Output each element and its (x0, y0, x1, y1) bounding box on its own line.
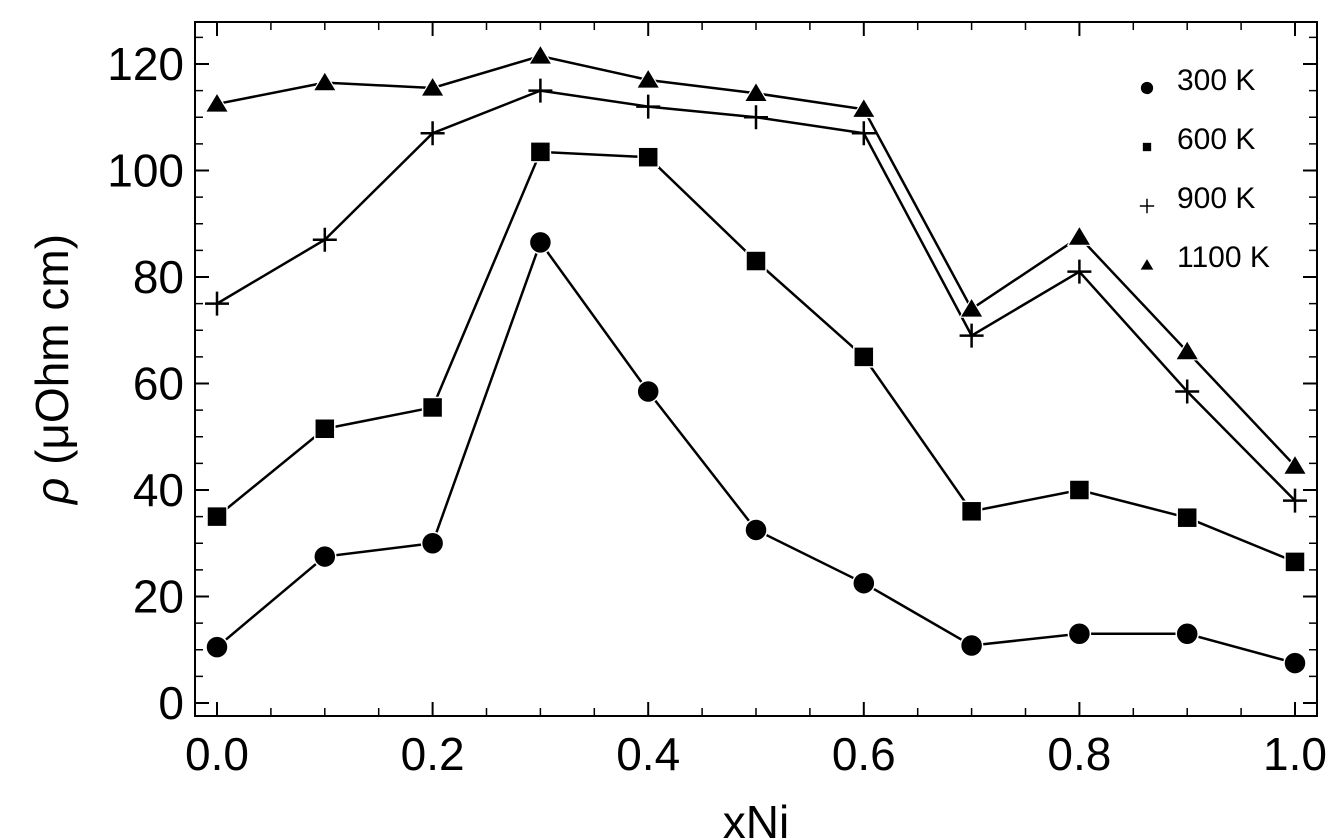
data-point (1175, 622, 1199, 646)
legend-marker-square (1142, 142, 1152, 152)
data-point (959, 633, 984, 658)
data-point (744, 518, 768, 542)
tick-labels: 0.0 0.2 0.4 0.6 0.8 1.0 0 20 40 60 80 100 120 (107, 38, 1327, 780)
data-point (1284, 551, 1306, 573)
data-point (1068, 479, 1091, 501)
legend-label: 300 K (1177, 64, 1255, 97)
data-point (635, 67, 661, 89)
data-point (852, 571, 876, 595)
data-point (1066, 224, 1093, 246)
y-tick-label: 0 (158, 677, 184, 729)
x-tick-label: 0.8 (1047, 728, 1111, 780)
x-tick-label: 0.6 (832, 728, 896, 780)
data-point (312, 70, 338, 92)
data-point (420, 531, 445, 555)
data-point (313, 544, 337, 569)
y-tick-label: 120 (107, 38, 184, 90)
data-point (1067, 622, 1092, 646)
y-axis-title-symbol: ρ (26, 478, 78, 506)
data-point (527, 43, 554, 65)
y-axis-title: ρ (μOhm cm) (26, 234, 78, 506)
data-point (205, 635, 229, 659)
x-tick-label: 0.0 (185, 728, 249, 780)
data-point (205, 291, 229, 316)
series-layer (204, 43, 1308, 675)
data-point (637, 146, 659, 168)
data-point (1176, 506, 1198, 529)
data-point (744, 105, 768, 130)
y-tick-label: 20 (133, 571, 184, 623)
data-point (420, 121, 445, 146)
data-point (1067, 259, 1092, 284)
series-plus (205, 78, 1307, 513)
data-point (959, 323, 984, 348)
legend: 300 K 600 K 900 K 1100 K (1139, 64, 1270, 274)
y-tick-label: 100 (107, 145, 184, 197)
data-point (312, 227, 337, 252)
legend-label: 1100 K (1177, 241, 1270, 274)
y-tick-label: 60 (133, 358, 184, 410)
data-point (421, 396, 444, 419)
x-axis-title: xNi (723, 796, 789, 840)
data-point (314, 418, 336, 440)
x-tick-label: 1.0 (1263, 728, 1327, 780)
series-circle (205, 230, 1307, 675)
data-point (1283, 488, 1307, 513)
data-point (1174, 339, 1200, 361)
series-square (206, 141, 1306, 573)
data-point (528, 230, 553, 255)
data-point (528, 78, 553, 103)
series-line (216, 150, 1296, 564)
data-point (529, 141, 552, 163)
series-triangle (204, 43, 1308, 475)
data-point (958, 296, 985, 318)
data-point (851, 121, 876, 146)
legend-marker-triangle (1139, 257, 1155, 271)
legend-marker-plus (1139, 198, 1155, 214)
data-point (743, 81, 769, 103)
x-tick-label: 0.2 (401, 728, 465, 780)
data-point (745, 250, 767, 272)
data-point (204, 91, 230, 113)
y-tick-label: 40 (133, 464, 184, 516)
data-point (960, 500, 983, 523)
data-point (206, 505, 228, 528)
data-point (1282, 453, 1308, 475)
x-tick-label: 0.4 (616, 728, 680, 780)
legend-label: 900 K (1177, 182, 1255, 215)
data-point (1175, 379, 1200, 404)
data-point (851, 97, 877, 119)
data-point (636, 379, 660, 404)
data-point (1283, 651, 1307, 675)
legend-marker-circle (1139, 80, 1155, 96)
y-axis-title-unit: (μOhm cm) (26, 234, 78, 478)
legend-label: 600 K (1177, 123, 1255, 156)
y-tick-label: 80 (133, 251, 184, 303)
data-point (853, 346, 875, 368)
axis-ticks (195, 22, 1317, 716)
series-line (216, 239, 1296, 665)
data-point (419, 75, 446, 97)
data-point (636, 94, 661, 119)
